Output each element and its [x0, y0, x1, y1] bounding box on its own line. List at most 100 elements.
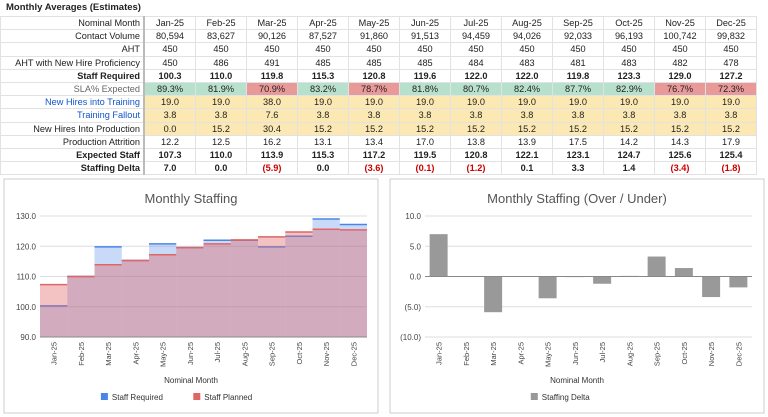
data-table: Nominal Month Jan-25 Feb-25 Mar-25 Apr-25 May… — [0, 15, 757, 176]
header-cell: May-25 — [348, 15, 400, 31]
x-tick-label: Jul-25 — [213, 342, 222, 362]
cell: 94,026 — [501, 29, 553, 44]
cell: 100,742 — [654, 29, 706, 44]
cell: 3.8 — [348, 108, 400, 123]
cell: 19.0 — [603, 95, 655, 110]
header-cell: Dec-25 — [705, 15, 757, 31]
cell: 450 — [552, 42, 604, 57]
x-tick-label: Oct-25 — [680, 342, 689, 365]
chart-panel — [3, 178, 379, 414]
cell: 99,832 — [705, 29, 757, 44]
step-area — [258, 246, 286, 337]
legend-label: Staff Planned — [204, 393, 252, 402]
cell: 19.0 — [654, 95, 706, 110]
cell: 80,594 — [143, 29, 196, 44]
x-tick-label: Aug-25 — [240, 342, 249, 366]
cell: 100.3 — [143, 68, 196, 83]
cell: 90,126 — [246, 29, 298, 44]
x-tick-label: Sep-25 — [268, 342, 277, 366]
cell: 81.8% — [399, 81, 451, 97]
cell: 115.3 — [297, 68, 349, 83]
step-area — [94, 264, 122, 337]
cell: 14.2 — [603, 134, 655, 149]
cell: 92,033 — [552, 29, 604, 44]
x-tick-label: Oct-25 — [295, 342, 304, 365]
step-area — [94, 246, 122, 337]
cell: 19.0 — [501, 95, 553, 110]
charts: Monthly Staffing 90.0 100.0 110.0 120.0 130.0… — [3, 178, 765, 414]
bar — [674, 268, 693, 277]
cell: 110.0 — [195, 147, 247, 163]
x-tick-label: Jul-25 — [598, 342, 607, 362]
cell: 123.1 — [552, 147, 604, 163]
cell: 17.0 — [399, 134, 451, 149]
cell: 30.4 — [246, 121, 298, 136]
table-row: Staffing Delta 7.0 0.0 (5.9) 0.0 (3.6) (0.1) (1… — [0, 161, 757, 176]
cell: 450 — [450, 42, 502, 57]
cell: 119.8 — [246, 68, 298, 83]
cell: 15.2 — [603, 121, 655, 136]
cell: 13.9 — [501, 134, 553, 149]
cell: 124.7 — [603, 147, 655, 163]
cell: 122.0 — [450, 68, 502, 83]
header-cell: Jul-25 — [450, 15, 502, 31]
cell: 89.3% — [143, 81, 196, 97]
y-tick-label: 120.0 — [16, 242, 37, 251]
table-row: AHT 450 450 450 450 450 450 450 450 450 450 450 450 — [0, 42, 757, 57]
x-tick-label: Dec-25 — [349, 342, 358, 366]
x-tick-label: Jun-25 — [186, 342, 195, 365]
header-cell: Aug-25 — [501, 15, 553, 31]
cell: 120.8 — [348, 68, 400, 83]
cell: 450 — [705, 42, 757, 57]
x-tick-label: Jan-25 — [435, 342, 444, 365]
table-row: New Hires into Training 19.0 19.0 38.0 19.0 1… — [0, 95, 757, 110]
cell: 12.5 — [195, 134, 247, 149]
y-tick-label: 90.0 — [20, 333, 36, 342]
cell: 91,513 — [399, 29, 451, 44]
step-area — [203, 240, 231, 337]
table-row: SLA% Expected 89.3% 81.9% 70.9% 83.2% 78.7% 81… — [0, 81, 757, 97]
step-area — [312, 219, 340, 337]
y-tick-label: 100.0 — [16, 303, 37, 312]
header-cell: Nominal Month — [0, 15, 145, 31]
cell: 19.0 — [552, 95, 604, 110]
cell: 450 — [246, 42, 298, 57]
cell: 0.0 — [143, 121, 196, 136]
cell: 87,527 — [297, 29, 349, 44]
cell: 129.0 — [654, 68, 706, 83]
x-tick-label: Jan-25 — [50, 342, 59, 365]
cell: (0.1) — [399, 161, 451, 176]
sheet-title: Monthly Averages (Estimates) — [6, 2, 141, 13]
step-area — [312, 229, 340, 337]
bar — [429, 234, 448, 277]
row-label: Staff Required — [0, 68, 145, 83]
step-area — [121, 260, 149, 337]
cell: 15.2 — [552, 121, 604, 136]
cell: 15.2 — [654, 121, 706, 136]
cell: 19.0 — [143, 95, 196, 110]
x-tick-label: Dec-25 — [734, 342, 743, 366]
legend-swatch — [530, 393, 538, 400]
cell: 15.2 — [195, 121, 247, 136]
header-cell: Mar-25 — [246, 15, 298, 31]
header-cell: Jan-25 — [143, 15, 196, 31]
bar — [729, 276, 748, 288]
cell: 15.2 — [501, 121, 553, 136]
cell: 125.6 — [654, 147, 706, 163]
bar — [593, 276, 612, 284]
cell: 3.8 — [399, 108, 451, 123]
cell: 113.9 — [246, 147, 298, 163]
cell: 96,193 — [603, 29, 655, 44]
cell: 91,860 — [348, 29, 400, 44]
cell: 450 — [654, 42, 706, 57]
step-area — [149, 243, 177, 337]
cell: 70.9% — [246, 81, 298, 97]
cell: 483 — [603, 55, 655, 70]
x-axis-title: Nominal Month — [550, 376, 604, 385]
cell: 478 — [705, 55, 757, 70]
cell: 1.4 — [603, 161, 655, 176]
cell: (1.2) — [450, 161, 502, 176]
cell: 0.0 — [195, 161, 247, 176]
cell: 119.6 — [399, 68, 451, 83]
